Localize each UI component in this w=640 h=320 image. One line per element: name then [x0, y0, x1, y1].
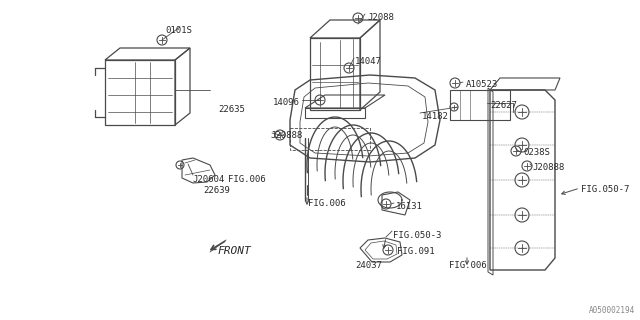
Text: FRONT: FRONT	[218, 246, 252, 256]
Text: 14096: 14096	[273, 98, 300, 107]
Text: J20888: J20888	[270, 131, 302, 140]
Text: 22639: 22639	[203, 186, 230, 195]
Text: A050002194: A050002194	[589, 306, 635, 315]
Text: J20604: J20604	[192, 175, 224, 184]
Text: 14047: 14047	[355, 57, 382, 66]
Bar	[290, 128, 370, 150]
Text: FIG.006: FIG.006	[228, 175, 266, 184]
Text: 0101S: 0101S	[165, 26, 192, 35]
Text: J20888: J20888	[532, 163, 564, 172]
Text: 22627: 22627	[490, 101, 517, 110]
Text: FIG.006: FIG.006	[449, 261, 486, 270]
Text: FIG.091: FIG.091	[397, 247, 435, 256]
Text: 14182: 14182	[422, 112, 449, 121]
Text: 24037: 24037	[355, 261, 382, 270]
Text: 16131: 16131	[396, 202, 423, 211]
Text: FIG.050-3: FIG.050-3	[393, 231, 442, 240]
Text: 0238S: 0238S	[523, 148, 550, 157]
Text: J2088: J2088	[367, 13, 394, 22]
Text: FIG.006: FIG.006	[308, 199, 346, 208]
Text: FIG.050-7: FIG.050-7	[581, 185, 629, 194]
Text: A10523: A10523	[466, 80, 499, 89]
Text: 22635: 22635	[218, 105, 245, 114]
